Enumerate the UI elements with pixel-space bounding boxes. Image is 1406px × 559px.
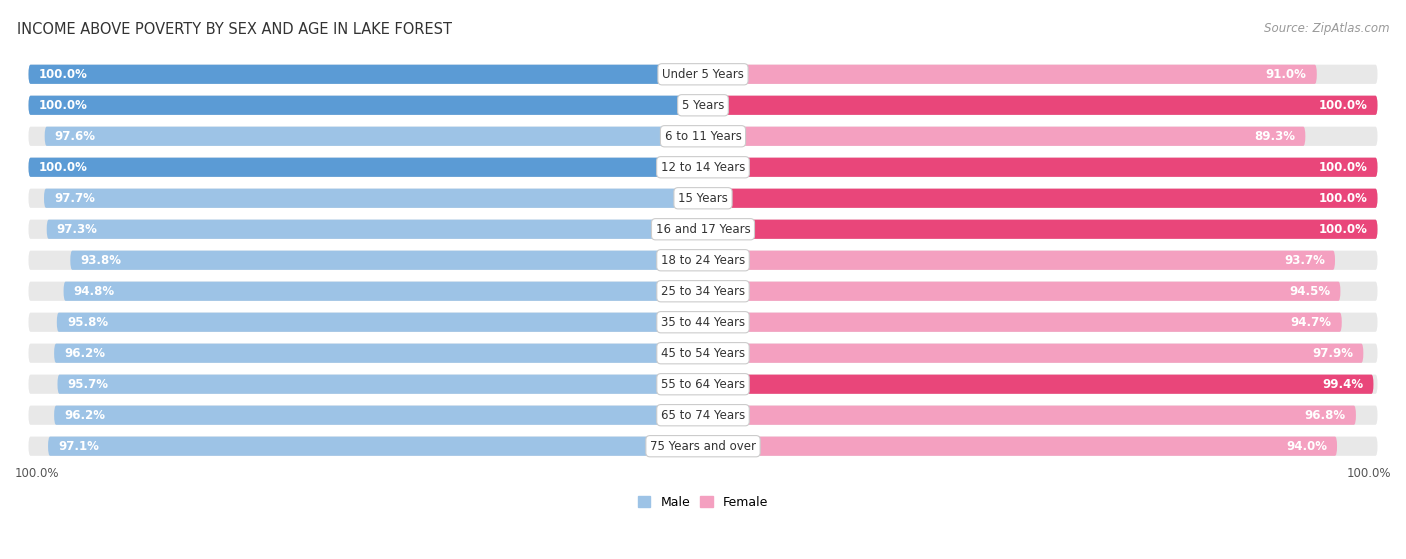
FancyBboxPatch shape <box>46 220 703 239</box>
FancyBboxPatch shape <box>703 375 1374 394</box>
Text: 100.0%: 100.0% <box>1319 222 1368 236</box>
Text: 99.4%: 99.4% <box>1322 378 1364 391</box>
FancyBboxPatch shape <box>28 312 1378 332</box>
Text: 35 to 44 Years: 35 to 44 Years <box>661 316 745 329</box>
Text: 100.0%: 100.0% <box>1319 161 1368 174</box>
FancyBboxPatch shape <box>28 220 1378 239</box>
FancyBboxPatch shape <box>28 375 1378 394</box>
FancyBboxPatch shape <box>703 96 1378 115</box>
FancyBboxPatch shape <box>703 65 1317 84</box>
Text: 100.0%: 100.0% <box>1347 467 1391 480</box>
FancyBboxPatch shape <box>28 158 703 177</box>
FancyBboxPatch shape <box>28 158 1378 177</box>
Text: 25 to 34 Years: 25 to 34 Years <box>661 285 745 298</box>
Text: 5 Years: 5 Years <box>682 99 724 112</box>
Text: 94.5%: 94.5% <box>1289 285 1330 298</box>
Text: 97.3%: 97.3% <box>56 222 97 236</box>
Text: 89.3%: 89.3% <box>1254 130 1295 143</box>
FancyBboxPatch shape <box>28 127 1378 146</box>
Text: 94.7%: 94.7% <box>1291 316 1331 329</box>
FancyBboxPatch shape <box>703 282 1340 301</box>
Text: 94.8%: 94.8% <box>73 285 115 298</box>
Text: 96.2%: 96.2% <box>65 347 105 360</box>
Text: 97.6%: 97.6% <box>55 130 96 143</box>
FancyBboxPatch shape <box>63 282 703 301</box>
FancyBboxPatch shape <box>28 65 703 84</box>
FancyBboxPatch shape <box>703 312 1341 332</box>
Text: 75 Years and over: 75 Years and over <box>650 440 756 453</box>
Text: 94.0%: 94.0% <box>1286 440 1327 453</box>
FancyBboxPatch shape <box>28 250 1378 270</box>
Text: 97.9%: 97.9% <box>1312 347 1353 360</box>
FancyBboxPatch shape <box>703 188 1378 208</box>
FancyBboxPatch shape <box>28 344 1378 363</box>
Text: 55 to 64 Years: 55 to 64 Years <box>661 378 745 391</box>
Text: 12 to 14 Years: 12 to 14 Years <box>661 161 745 174</box>
Text: 91.0%: 91.0% <box>1265 68 1306 81</box>
FancyBboxPatch shape <box>28 282 1378 301</box>
Text: 100.0%: 100.0% <box>38 68 87 81</box>
FancyBboxPatch shape <box>56 312 703 332</box>
FancyBboxPatch shape <box>28 437 1378 456</box>
FancyBboxPatch shape <box>703 250 1336 270</box>
Text: 96.8%: 96.8% <box>1305 409 1346 421</box>
Text: 100.0%: 100.0% <box>38 99 87 112</box>
Text: 95.7%: 95.7% <box>67 378 108 391</box>
FancyBboxPatch shape <box>48 437 703 456</box>
Text: 100.0%: 100.0% <box>1319 99 1368 112</box>
FancyBboxPatch shape <box>28 96 703 115</box>
FancyBboxPatch shape <box>703 344 1364 363</box>
Text: Source: ZipAtlas.com: Source: ZipAtlas.com <box>1264 22 1389 35</box>
FancyBboxPatch shape <box>45 127 703 146</box>
FancyBboxPatch shape <box>703 127 1305 146</box>
Text: 100.0%: 100.0% <box>1319 192 1368 205</box>
FancyBboxPatch shape <box>44 188 703 208</box>
FancyBboxPatch shape <box>703 158 1378 177</box>
FancyBboxPatch shape <box>70 250 703 270</box>
Text: 97.1%: 97.1% <box>58 440 98 453</box>
Text: 45 to 54 Years: 45 to 54 Years <box>661 347 745 360</box>
FancyBboxPatch shape <box>28 96 1378 115</box>
FancyBboxPatch shape <box>703 437 1337 456</box>
Text: 18 to 24 Years: 18 to 24 Years <box>661 254 745 267</box>
Text: Under 5 Years: Under 5 Years <box>662 68 744 81</box>
Text: 100.0%: 100.0% <box>38 161 87 174</box>
Text: 93.8%: 93.8% <box>80 254 121 267</box>
FancyBboxPatch shape <box>703 220 1378 239</box>
Legend: Male, Female: Male, Female <box>633 491 773 514</box>
FancyBboxPatch shape <box>58 375 703 394</box>
Text: INCOME ABOVE POVERTY BY SEX AND AGE IN LAKE FOREST: INCOME ABOVE POVERTY BY SEX AND AGE IN L… <box>17 22 451 37</box>
Text: 100.0%: 100.0% <box>15 467 59 480</box>
Text: 95.8%: 95.8% <box>67 316 108 329</box>
Text: 65 to 74 Years: 65 to 74 Years <box>661 409 745 421</box>
Text: 6 to 11 Years: 6 to 11 Years <box>665 130 741 143</box>
Text: 96.2%: 96.2% <box>65 409 105 421</box>
FancyBboxPatch shape <box>28 65 1378 84</box>
FancyBboxPatch shape <box>28 188 1378 208</box>
FancyBboxPatch shape <box>53 406 703 425</box>
FancyBboxPatch shape <box>53 344 703 363</box>
Text: 15 Years: 15 Years <box>678 192 728 205</box>
Text: 97.7%: 97.7% <box>53 192 96 205</box>
FancyBboxPatch shape <box>703 406 1355 425</box>
Text: 93.7%: 93.7% <box>1284 254 1324 267</box>
FancyBboxPatch shape <box>28 406 1378 425</box>
Text: 16 and 17 Years: 16 and 17 Years <box>655 222 751 236</box>
